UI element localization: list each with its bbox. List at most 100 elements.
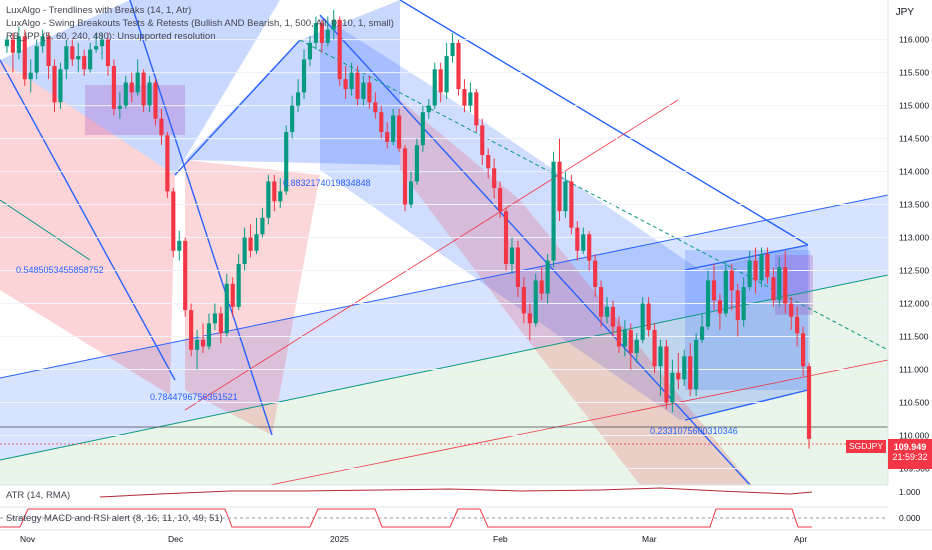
- candle-body: [105, 39, 111, 66]
- candle-body: [670, 372, 675, 403]
- candle-body: [753, 260, 758, 281]
- candle-body: [266, 181, 271, 218]
- candle-body: [646, 303, 651, 330]
- candle-body: [569, 181, 574, 228]
- trend-line-red-2: [269, 359, 889, 486]
- atr-legend[interactable]: ATR (14, RMA): [6, 490, 71, 501]
- candle-body: [474, 92, 479, 126]
- candle-body: [640, 303, 645, 340]
- candle-body: [806, 366, 812, 439]
- candle-body: [492, 168, 497, 189]
- candle-body: [515, 247, 520, 288]
- candle-body: [236, 263, 241, 307]
- channel-line: [684, 244, 809, 271]
- candle-body: [361, 82, 366, 99]
- candle-body: [676, 372, 681, 380]
- level-annotation: 0.7844796756351521: [150, 392, 238, 402]
- candle-body: [212, 313, 217, 324]
- price-tick-label: 111.000: [899, 365, 929, 375]
- candle-body: [171, 191, 176, 251]
- candle-body: [599, 287, 604, 317]
- candle-body: [129, 82, 134, 93]
- candle-body: [735, 290, 740, 321]
- candle-body: [385, 131, 390, 142]
- candle-body: [307, 42, 313, 60]
- bar-countdown: 21:59:32: [892, 452, 928, 462]
- candle-body: [777, 267, 782, 301]
- candle-body: [218, 313, 223, 334]
- candle-body: [444, 56, 449, 93]
- trend-line-green: [0, 199, 91, 261]
- candle-body: [682, 356, 687, 380]
- symbol-tag: SGDJPY: [845, 440, 886, 453]
- candle-body: [462, 89, 467, 106]
- candle-body: [28, 72, 33, 80]
- candle-body: [230, 283, 235, 307]
- candle-body: [177, 240, 182, 251]
- candle-body: [70, 46, 75, 60]
- candle-body: [94, 46, 99, 50]
- currency-label[interactable]: JPY: [895, 7, 914, 18]
- candle-body: [349, 72, 354, 90]
- candle-body: [527, 313, 532, 324]
- candle-body: [581, 234, 586, 251]
- legend-rb-ipp[interactable]: RB_IPP (5, 60, 240, 480): Unsupported re…: [6, 31, 216, 42]
- candle-body: [420, 112, 425, 146]
- candle-body: [432, 69, 437, 106]
- upper-channel: [0, 195, 888, 460]
- candle-body: [563, 181, 568, 212]
- last-price: 109.949: [893, 442, 927, 452]
- indicator-subpanes: 1.000 0.000: [0, 484, 921, 528]
- trend-line-upper: [0, 194, 889, 379]
- legend-swing-breakouts[interactable]: LuxAlgo - Swing Breakouts Tests & Retest…: [6, 18, 394, 29]
- candle-body: [206, 323, 212, 347]
- price-tick-label: 110.500: [899, 398, 929, 408]
- channel-line: [319, 14, 751, 486]
- candle-body: [16, 36, 21, 53]
- strategy-line: [0, 508, 812, 528]
- channel-line: [0, 59, 176, 381]
- candle-body: [284, 131, 289, 192]
- strategy-legend[interactable]: Strategy MACD and RSI alert (8, 16, 11, …: [6, 513, 223, 524]
- right-channel-red: [400, 100, 752, 485]
- trend-line-lower: [0, 274, 889, 461]
- candle-body: [575, 227, 580, 251]
- grid-lines: [0, 39, 888, 470]
- candle-body: [711, 280, 717, 301]
- legend-trendlines[interactable]: LuxAlgo - Trendlines with Breaks (14, 1,…: [6, 5, 192, 16]
- candle-body: [200, 339, 206, 347]
- candle-body: [533, 280, 538, 324]
- price-tick-label: 113.500: [899, 200, 929, 210]
- candle-body: [82, 56, 87, 70]
- candle-body: [117, 105, 122, 109]
- left-channel-blue: [0, 0, 280, 175]
- breakout-box: [685, 250, 810, 390]
- time-tick-label: Mar: [642, 534, 657, 544]
- last-price-badge: 109.949 21:59:32: [888, 439, 932, 469]
- candle-body: [747, 260, 752, 288]
- candle-body: [551, 161, 556, 261]
- right-channel-blue: [320, 15, 808, 420]
- candle-body: [705, 280, 711, 327]
- candle-body: [331, 19, 336, 30]
- retest-box-left: [85, 85, 185, 135]
- candle-body: [141, 72, 146, 106]
- candle-body: [4, 39, 10, 47]
- candle-body: [10, 39, 15, 53]
- left-channel-red: [0, 60, 175, 395]
- time-axis[interactable]: Nov Dec 2025 Feb Mar Apr: [0, 529, 932, 550]
- candle-body: [325, 29, 330, 43]
- candle-body: [165, 135, 170, 192]
- candle-body: [40, 36, 45, 47]
- candle-body: [414, 145, 419, 182]
- candle-body: [539, 280, 544, 294]
- candle-body: [741, 287, 746, 321]
- candle-body: [397, 115, 402, 149]
- price-tick-label: 113.000: [899, 233, 929, 243]
- level-annotations: 0.5485053455858752 0.8832174019834848 0.78…: [16, 178, 738, 436]
- candle-body: [593, 260, 598, 288]
- candle-body: [22, 36, 27, 80]
- candle-body: [771, 277, 776, 301]
- candle-body: [723, 270, 728, 314]
